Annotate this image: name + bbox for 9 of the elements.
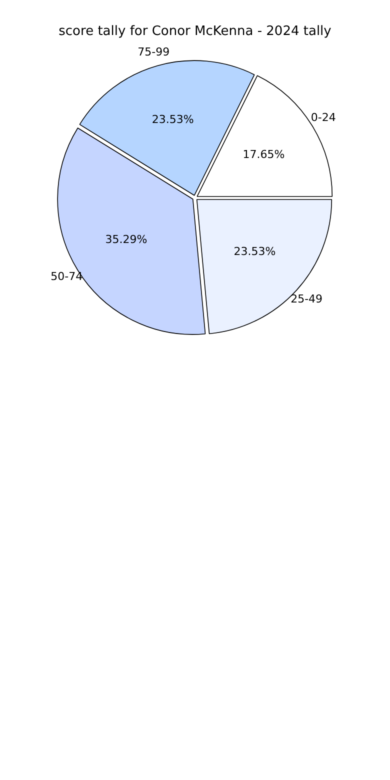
data-label: 17.65% bbox=[242, 148, 285, 162]
data-label: 23.53% bbox=[234, 245, 276, 258]
data-label: 35.29% bbox=[105, 233, 148, 246]
slice-label: 0-24 bbox=[310, 111, 336, 124]
slice-label: 75-99 bbox=[138, 45, 170, 58]
chart-title: score tally for Conor McKenna - 2024 tally bbox=[58, 24, 332, 40]
data-label: 23.53% bbox=[152, 112, 194, 126]
slice-label: 25-49 bbox=[290, 292, 323, 306]
slice-label: 50-74 bbox=[50, 270, 83, 284]
